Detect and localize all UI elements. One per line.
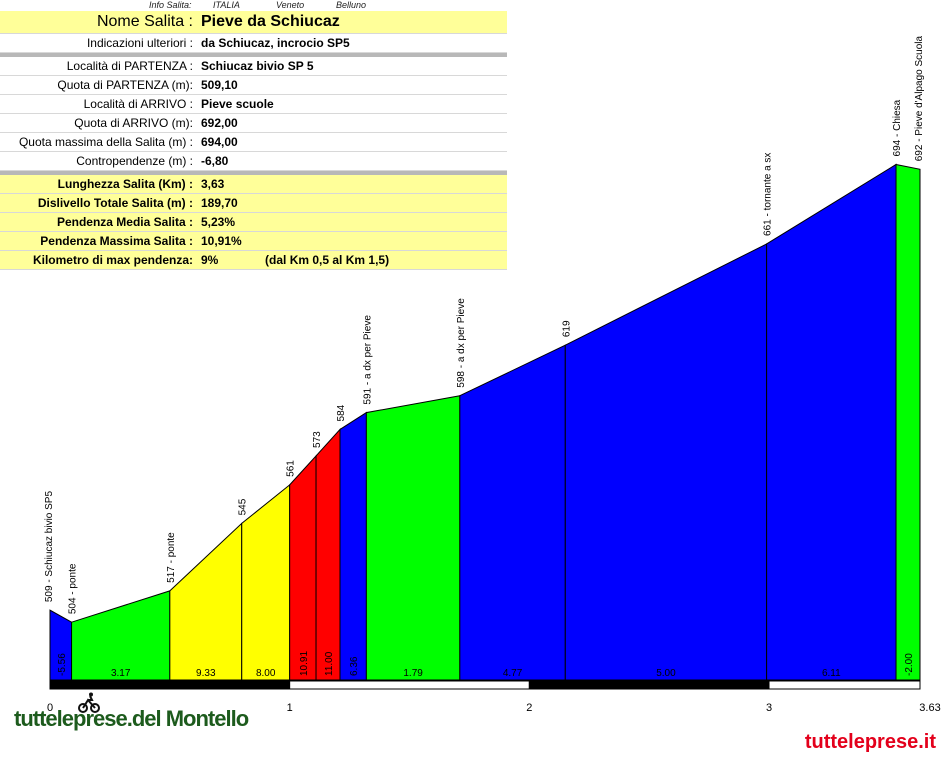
x-tick-label: 1 — [287, 702, 293, 714]
info-separator — [0, 170, 507, 175]
x-tick-label: 2 — [526, 702, 532, 714]
gradient-label: -2.00 — [904, 653, 915, 676]
x-tick-label: 3 — [766, 702, 772, 714]
info-value-main: 9% — [201, 253, 219, 267]
info-row: Quota massima della Salita (m) : 694,00 — [0, 132, 507, 152]
gradient-label: 6.36 — [349, 656, 360, 676]
km-scale-block — [49, 680, 291, 690]
info-value: Schiucaz bivio SP 5 — [197, 57, 507, 76]
x-tick-label: 3.63 — [919, 702, 940, 714]
info-value: 5,23% — [197, 212, 507, 232]
info-label: Quota di PARTENZA (m): — [0, 75, 197, 95]
info-row: Quota di ARRIVO (m): 692,00 — [0, 113, 507, 133]
info-label: Indicazioni ulteriori : — [0, 33, 197, 53]
info-value-note: (dal Km 0,5 al Km 1,5) — [265, 253, 390, 267]
info-label: Dislivello Totale Salita (m) : — [0, 193, 197, 213]
profile-segment — [339, 411, 367, 681]
km-scale-block — [528, 680, 770, 690]
logo-left-text: tutteleprese.del Montello — [14, 706, 249, 731]
gradient-label: 10.91 — [299, 651, 310, 676]
gradient-label: 5.00 — [656, 668, 676, 679]
info-label: Pendenza Media Salita : — [0, 212, 197, 232]
point-label: 584 — [336, 404, 347, 421]
info-value: 694,00 — [197, 132, 507, 152]
profile-segment — [241, 483, 291, 681]
info-row-summary: Dislivello Totale Salita (m) : 189,70 — [0, 193, 507, 213]
info-separator — [0, 52, 507, 57]
gradient-label: 11.00 — [324, 651, 335, 676]
point-label: 692 - Pieve d'Alpago Scuola — [914, 36, 925, 162]
point-label: 545 — [238, 498, 249, 515]
gradient-label: 4.77 — [503, 668, 523, 679]
info-row: Località di PARTENZA : Schiucaz bivio SP… — [0, 57, 507, 76]
km-scale-block — [768, 680, 921, 690]
info-header-country: ITALIA — [213, 0, 240, 10]
point-label: 504 - ponte — [68, 563, 79, 614]
info-value: 10,91% — [197, 231, 507, 251]
info-header-label: Info Salita: — [149, 0, 192, 10]
profile-segment — [169, 522, 243, 681]
profile-segment — [564, 243, 768, 681]
info-label: Località di PARTENZA : — [0, 57, 197, 76]
info-header-region: Veneto — [276, 0, 305, 10]
info-row-name: Nome Salita : Pieve da Schiucaz — [0, 11, 507, 34]
point-label: 517 - ponte — [166, 532, 177, 583]
info-value: 189,70 — [197, 193, 507, 213]
info-value: -6,80 — [197, 151, 507, 171]
info-label: Pendenza Massima Salita : — [0, 231, 197, 251]
point-label: 619 — [561, 320, 572, 337]
info-row: Quota di PARTENZA (m): 509,10 — [0, 75, 507, 95]
point-label: 509 - Schiucaz bivio SP5 — [44, 491, 55, 603]
info-row-summary: Kilometro di max pendenza: 9% (dal Km 0,… — [0, 250, 507, 270]
gradient-label: 3.17 — [111, 668, 131, 679]
info-value: da Schiucaz, incrocio SP5 — [197, 33, 507, 53]
km-scale-block — [289, 680, 530, 690]
gradient-label: 9.33 — [196, 668, 216, 679]
profile-segment — [315, 428, 341, 681]
info-label: Quota massima della Salita (m) : — [0, 132, 197, 152]
info-value: 3,63 — [197, 175, 507, 194]
point-label: 573 — [312, 431, 323, 448]
info-label: Kilometro di max pendenza: — [0, 250, 197, 270]
gradient-label: -5.56 — [57, 653, 68, 676]
profile-segment — [895, 163, 921, 681]
info-label: Località di ARRIVO : — [0, 94, 197, 114]
info-value: 9% (dal Km 0,5 al Km 1,5) — [197, 250, 507, 270]
info-label: Lunghezza Salita (Km) : — [0, 175, 197, 194]
info-label: Nome Salita : — [0, 11, 197, 34]
info-value: 692,00 — [197, 113, 507, 133]
info-table: Nome Salita : Pieve da Schiucaz Indicazi… — [0, 11, 507, 270]
point-label: 661 - tornante a sx — [763, 153, 774, 236]
point-label: 694 - Chiesa — [892, 99, 903, 156]
info-value: Pieve scuole — [197, 94, 507, 114]
gradient-label: 6.11 — [822, 668, 841, 679]
info-row: Località di ARRIVO : Pieve scuole — [0, 94, 507, 114]
info-value: Pieve da Schiucaz — [197, 11, 507, 34]
info-value: 509,10 — [197, 75, 507, 95]
info-row: Indicazioni ulteriori : da Schiucaz, inc… — [0, 33, 507, 53]
profile-segment — [71, 590, 171, 681]
info-header: Info Salita: ITALIA Veneto Belluno — [0, 0, 507, 12]
info-label: Contropendenze (m) : — [0, 151, 197, 171]
gradient-label: 8.00 — [256, 668, 276, 679]
info-row: Contropendenze (m) : -6,80 — [0, 151, 507, 171]
info-row-summary: Pendenza Media Salita : 5,23% — [0, 212, 507, 232]
profile-segment — [766, 163, 897, 681]
profile-segment — [289, 454, 317, 681]
logo-montello: tutteleprese.del Montello — [14, 692, 249, 732]
point-label: 561 — [286, 460, 297, 477]
cyclist-icon — [78, 692, 100, 713]
info-row-summary: Lunghezza Salita (Km) : 3,63 — [0, 175, 507, 194]
profile-segment — [365, 395, 461, 681]
info-label: Quota di ARRIVO (m): — [0, 113, 197, 133]
logo-tutteleprese: tutteleprese.it — [804, 731, 936, 753]
profile-segment — [459, 344, 566, 681]
gradient-label: 1.79 — [403, 668, 423, 679]
point-label: 598 - a dx per Pieve — [456, 298, 467, 388]
info-row-summary: Pendenza Massima Salita : 10,91% — [0, 231, 507, 251]
info-header-province: Belluno — [336, 0, 367, 10]
point-label: 591 - a dx per Pieve — [362, 315, 373, 405]
x-tick-label: 0 — [47, 702, 53, 714]
